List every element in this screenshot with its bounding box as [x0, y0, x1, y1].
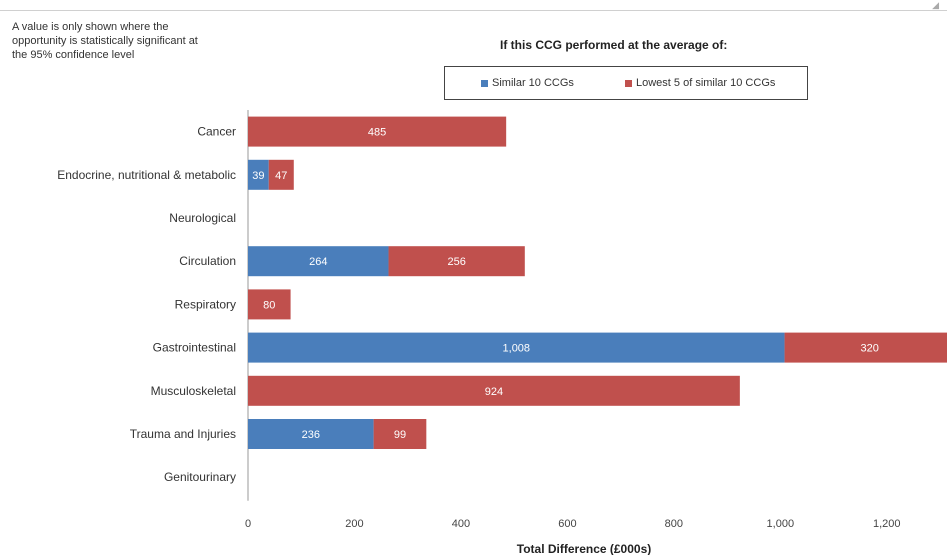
data-label: 80 [263, 299, 275, 311]
legend-label-lowest: Lowest 5 of similar 10 CCGs [636, 77, 776, 89]
x-tick-label: 1,200 [873, 518, 901, 530]
x-tick-label: 200 [345, 518, 363, 530]
category-label: Trauma and Injuries [130, 427, 236, 441]
x-tick-label: 1,000 [767, 518, 795, 530]
x-tick-label: 800 [665, 518, 683, 530]
data-label: 1,008 [503, 343, 531, 355]
legend-swatch-lowest [625, 79, 632, 87]
data-label: 236 [302, 429, 320, 441]
data-label: 924 [485, 386, 503, 398]
bar-lowest [248, 289, 291, 320]
legend: Similar 10 CCGs Lowest 5 of similar 10 C… [444, 66, 808, 100]
bar-lowest [268, 159, 294, 190]
category-label: Circulation [179, 254, 236, 268]
category-label: Cancer [197, 125, 236, 139]
legend-item-lowest: Lowest 5 of similar 10 CCGs [625, 77, 775, 89]
category-label: Endocrine, nutritional & metabolic [57, 168, 236, 182]
category-label: Neurological [169, 211, 236, 225]
legend-title: If this CCG performed at the average of: [500, 38, 728, 52]
category-label: Genitourinary [164, 470, 236, 484]
top-divider [0, 10, 947, 11]
bar-lowest [784, 332, 947, 363]
bar-similar [248, 159, 269, 190]
x-axis-title: Total Difference (£000s) [517, 542, 652, 555]
category-label: Respiratory [175, 297, 236, 311]
data-label: 47 [275, 170, 287, 182]
data-label: 256 [447, 256, 465, 268]
x-tick-label: 600 [558, 518, 576, 530]
bar-lowest [388, 246, 525, 277]
bar-lowest [248, 116, 507, 147]
data-label: 39 [252, 170, 264, 182]
legend-swatch-similar [481, 79, 488, 87]
bar-similar [248, 246, 389, 277]
bar-lowest [248, 375, 740, 406]
bar-similar [248, 332, 785, 363]
significance-note: A value is only shown where the opportun… [12, 21, 198, 61]
data-label: 320 [861, 343, 879, 355]
x-tick-label: 400 [452, 518, 470, 530]
category-label: Gastrointestinal [153, 341, 236, 355]
category-label: Musculoskeletal [151, 384, 236, 398]
legend-label-similar: Similar 10 CCGs [492, 77, 574, 89]
bar-lowest [373, 419, 427, 449]
data-label: 99 [394, 429, 406, 441]
bar-similar [248, 419, 374, 449]
data-label: 485 [368, 127, 386, 139]
x-tick-label: 0 [245, 518, 251, 530]
data-label: 264 [309, 256, 327, 268]
corner-icon: ◢ [932, 0, 939, 10]
legend-item-similar: Similar 10 CCGs [481, 77, 574, 89]
